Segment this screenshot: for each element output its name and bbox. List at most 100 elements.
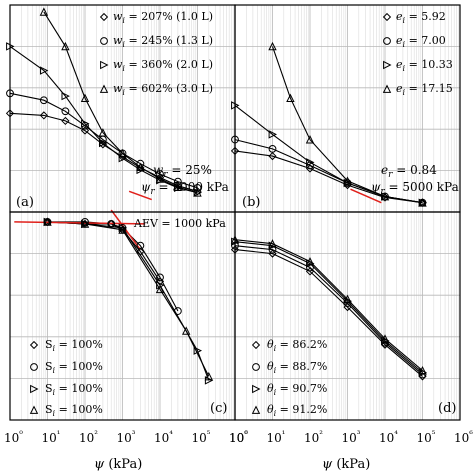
marker-a-s2-p2 bbox=[39, 96, 48, 105]
marker-b-s4-p3 bbox=[305, 135, 315, 144]
x-axis-label-right: ψ (kPa) bbox=[322, 457, 370, 472]
curve-d-4 bbox=[234, 239, 423, 371]
marker-c-s3-p1 bbox=[43, 217, 53, 227]
marker-d-s2-p2 bbox=[268, 245, 277, 254]
marker-c-s2-p5 bbox=[136, 241, 145, 250]
curve-d-1 bbox=[234, 249, 423, 377]
marker-d-s4-p4 bbox=[343, 294, 352, 304]
legend-marker-c-2 bbox=[30, 363, 38, 371]
marker-d-s4-p5 bbox=[380, 334, 390, 343]
residual-line-b bbox=[350, 188, 382, 204]
legend-c: Si = 100% Si = 100% Si = 100% Si = 100% bbox=[45, 338, 103, 418]
marker-c-s4-p4 bbox=[155, 284, 165, 294]
annotation-b-er: er = 0.84 bbox=[381, 163, 437, 180]
marker-a-s4-p8 bbox=[173, 182, 183, 192]
aev-line-horizontal bbox=[14, 221, 146, 225]
x-tick-label: 10⁵ bbox=[192, 430, 211, 445]
legend-marker-a-1 bbox=[99, 12, 109, 22]
legend-a-entry-2: wi = 245% (1.3 L) bbox=[113, 34, 213, 49]
legend-b-entry-2: ei = 7.00 bbox=[396, 34, 446, 49]
marker-a-s3-p10 bbox=[193, 188, 203, 197]
marker-c-s2-p7 bbox=[173, 307, 182, 315]
marker-a-s2-p7 bbox=[136, 159, 145, 168]
legend-marker-b-1 bbox=[382, 12, 392, 22]
marker-c-s4-p1 bbox=[43, 217, 52, 226]
marker-b-s1-p3 bbox=[305, 164, 315, 173]
x-tick-label: 10⁶ bbox=[454, 430, 473, 445]
legend-a-entry-1: wi = 207% (1.0 L) bbox=[113, 10, 213, 25]
marker-c-s4-p3 bbox=[118, 225, 127, 234]
marker-c-s3-p5 bbox=[193, 346, 203, 355]
legend-b: ei = 5.92 ei = 7.00 ei = 10.33 ei = 17.1… bbox=[396, 10, 453, 97]
legend-a-entry-4: wi = 602% (3.0 L) bbox=[113, 82, 213, 97]
marker-c-s3-p6 bbox=[204, 376, 214, 385]
marker-a-s4-p1 bbox=[39, 7, 49, 16]
marker-b-s1-p2 bbox=[268, 152, 277, 161]
legend-c-entry-1: Si = 100% bbox=[45, 338, 103, 353]
marker-a-s1-p2 bbox=[39, 111, 48, 120]
marker-b-s4-p4 bbox=[343, 176, 352, 185]
curve-b-1 bbox=[234, 150, 423, 204]
x-tick-label: 10² bbox=[304, 430, 323, 445]
annotation-a-psir: ψr = 5000 kPa bbox=[141, 180, 229, 197]
marker-b-s4-p6 bbox=[418, 198, 427, 207]
marker-c-s4-p2 bbox=[80, 219, 90, 228]
legend-d-entry-1: θi = 86.2% bbox=[267, 338, 327, 353]
residual-line-a bbox=[128, 190, 152, 201]
legend-a-entry-3: wi = 360% (2.0 L) bbox=[113, 58, 213, 73]
marker-a-s3-p5 bbox=[98, 138, 108, 148]
x-tick-label: 10³ bbox=[117, 430, 136, 445]
x-tick-label: 10⁰ bbox=[229, 430, 248, 445]
panel-label-b: (b) bbox=[242, 195, 260, 210]
legend-c-entry-4: Si = 100% bbox=[45, 403, 103, 418]
legend-marker-c-4 bbox=[29, 405, 39, 414]
marker-b-s3-p2 bbox=[268, 130, 278, 139]
x-tick-label: 10⁵ bbox=[417, 430, 436, 445]
marker-a-s1-p3 bbox=[61, 116, 70, 126]
legend-marker-d-2 bbox=[252, 363, 260, 371]
data-markers bbox=[5, 7, 428, 414]
marker-d-s4-p2 bbox=[268, 239, 277, 248]
marker-a-s3-p9 bbox=[173, 183, 183, 193]
curve-d-2 bbox=[234, 245, 423, 375]
legend-marker-b-4 bbox=[382, 84, 392, 93]
legend-d-entry-2: θi = 88.7% bbox=[267, 360, 327, 375]
marker-c-s2-p3 bbox=[107, 219, 116, 228]
marker-a-s2-p3 bbox=[61, 107, 70, 116]
curve-a-3 bbox=[9, 45, 198, 194]
x-tick-label: 10⁴ bbox=[379, 430, 398, 445]
marker-a-s4-p6 bbox=[136, 162, 145, 172]
legend-marker-d-3 bbox=[252, 384, 261, 394]
legend-b-entry-3: ei = 10.33 bbox=[396, 58, 453, 73]
marker-a-s4-p2 bbox=[61, 41, 70, 51]
marker-b-s3-p6 bbox=[418, 198, 428, 207]
marker-d-s4-p3 bbox=[305, 257, 315, 266]
legend-b-entry-1: ei = 5.92 bbox=[396, 10, 446, 25]
legend-marker-b-2 bbox=[383, 37, 391, 45]
panel-label-a: (a) bbox=[16, 195, 34, 210]
x-tick-label: 10⁰ bbox=[4, 430, 23, 445]
marker-a-s3-p4 bbox=[81, 119, 90, 128]
x-tick-label: 10¹ bbox=[42, 430, 61, 445]
curve-d-3 bbox=[234, 241, 423, 373]
panel-label-c: (c) bbox=[210, 401, 227, 416]
x-tick-label: 10⁴ bbox=[154, 430, 173, 445]
legend-marker-c-3 bbox=[30, 384, 39, 394]
marker-a-s2-p9 bbox=[173, 177, 182, 186]
panel-frame-d bbox=[234, 211, 461, 421]
legend-d-entry-3: θi = 90.7% bbox=[267, 382, 327, 397]
x-tick-label: 10¹ bbox=[267, 430, 286, 445]
marker-c-s2-p6 bbox=[156, 273, 164, 282]
marker-b-s4-p2 bbox=[286, 93, 295, 103]
legend-c-entry-2: Si = 100% bbox=[45, 360, 103, 375]
marker-a-s2-p8 bbox=[156, 170, 164, 178]
marker-b-s4-p5 bbox=[380, 191, 390, 201]
marker-d-s2-p3 bbox=[306, 263, 314, 272]
marker-b-s3-p5 bbox=[381, 192, 390, 201]
annotation-a-wr: wr = 25% bbox=[153, 163, 212, 180]
legend-marker-d-4 bbox=[251, 405, 261, 414]
marker-a-s4-p4 bbox=[98, 128, 108, 137]
annotation-b-psir: ψr = 5000 kPa bbox=[371, 180, 459, 197]
